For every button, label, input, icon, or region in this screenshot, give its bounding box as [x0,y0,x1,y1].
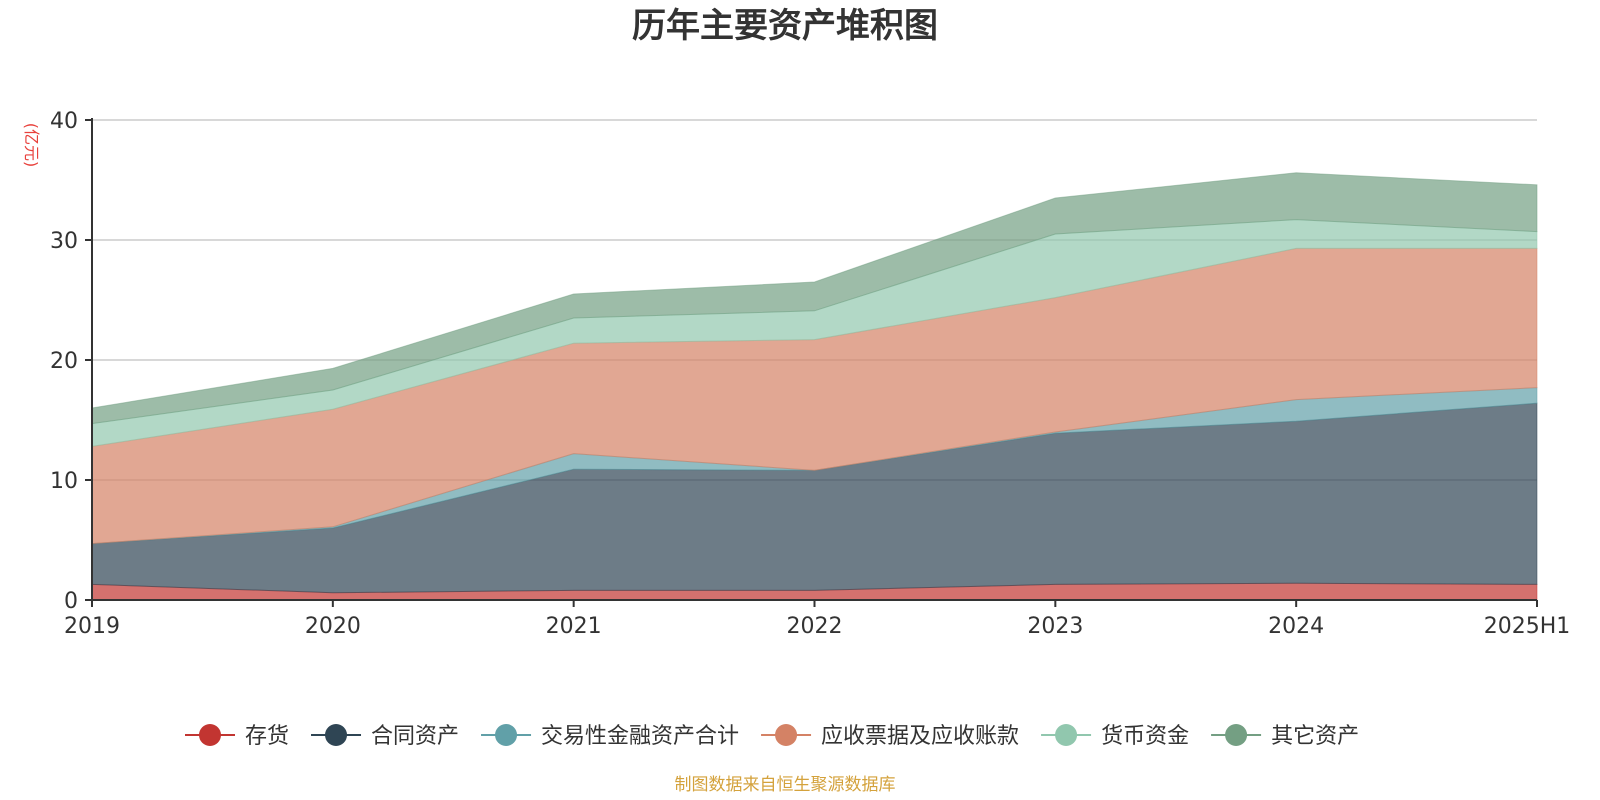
legend-item: 应收票据及应收账款 [761,724,1019,749]
x-tick-label: 2019 [64,614,120,639]
y-tick-label: 30 [50,229,78,254]
legend-item: 货币资金 [1041,724,1189,749]
legend-item: 存货 [185,724,289,749]
legend: 存货 合同资产 交易性金融资产合计 应收票据及应收账款 货币资金 其它资产 [185,724,1359,749]
series-areas [91,172,1538,601]
legend-marker [325,724,348,746]
legend-marker [495,724,518,746]
legend-marker [1055,724,1078,746]
y-tick-label: 40 [50,109,78,134]
x-tick-label: 2021 [546,614,602,639]
y-tick-label: 10 [50,469,78,494]
legend-label: 交易性金融资产合计 [541,724,739,749]
legend-label: 合同资产 [371,724,459,749]
y-tick-label: 0 [64,589,78,614]
x-tick-label: 2022 [787,614,843,639]
y-tick-label: 20 [50,349,78,374]
area-series-5 [91,172,1538,425]
legend-item: 其它资产 [1211,724,1359,749]
x-tick-label: 2025H1 [1484,614,1571,639]
legend-marker [199,724,221,746]
chart-title: 历年主要资产堆积图 [632,6,938,46]
axes: 0 10 20 30 40 2019 2020 2021 2022 2023 2024 2025H1 [50,109,1570,639]
legend-marker [775,724,798,746]
legend-label: 存货 [245,724,289,749]
x-tick-label: 2020 [305,614,361,639]
legend-label: 应收票据及应收账款 [821,724,1019,749]
legend-marker [1225,724,1248,746]
data-source-note: 制图数据来自恒生聚源数据库 [675,775,896,795]
x-tick-label: 2024 [1268,614,1324,639]
legend-item: 交易性金融资产合计 [481,724,739,749]
x-tick-label: 2023 [1027,614,1083,639]
legend-item: 合同资产 [311,724,459,749]
y-axis-unit-label: (亿元) [22,123,41,168]
legend-label: 货币资金 [1101,724,1189,749]
legend-label: 其它资产 [1271,724,1359,749]
